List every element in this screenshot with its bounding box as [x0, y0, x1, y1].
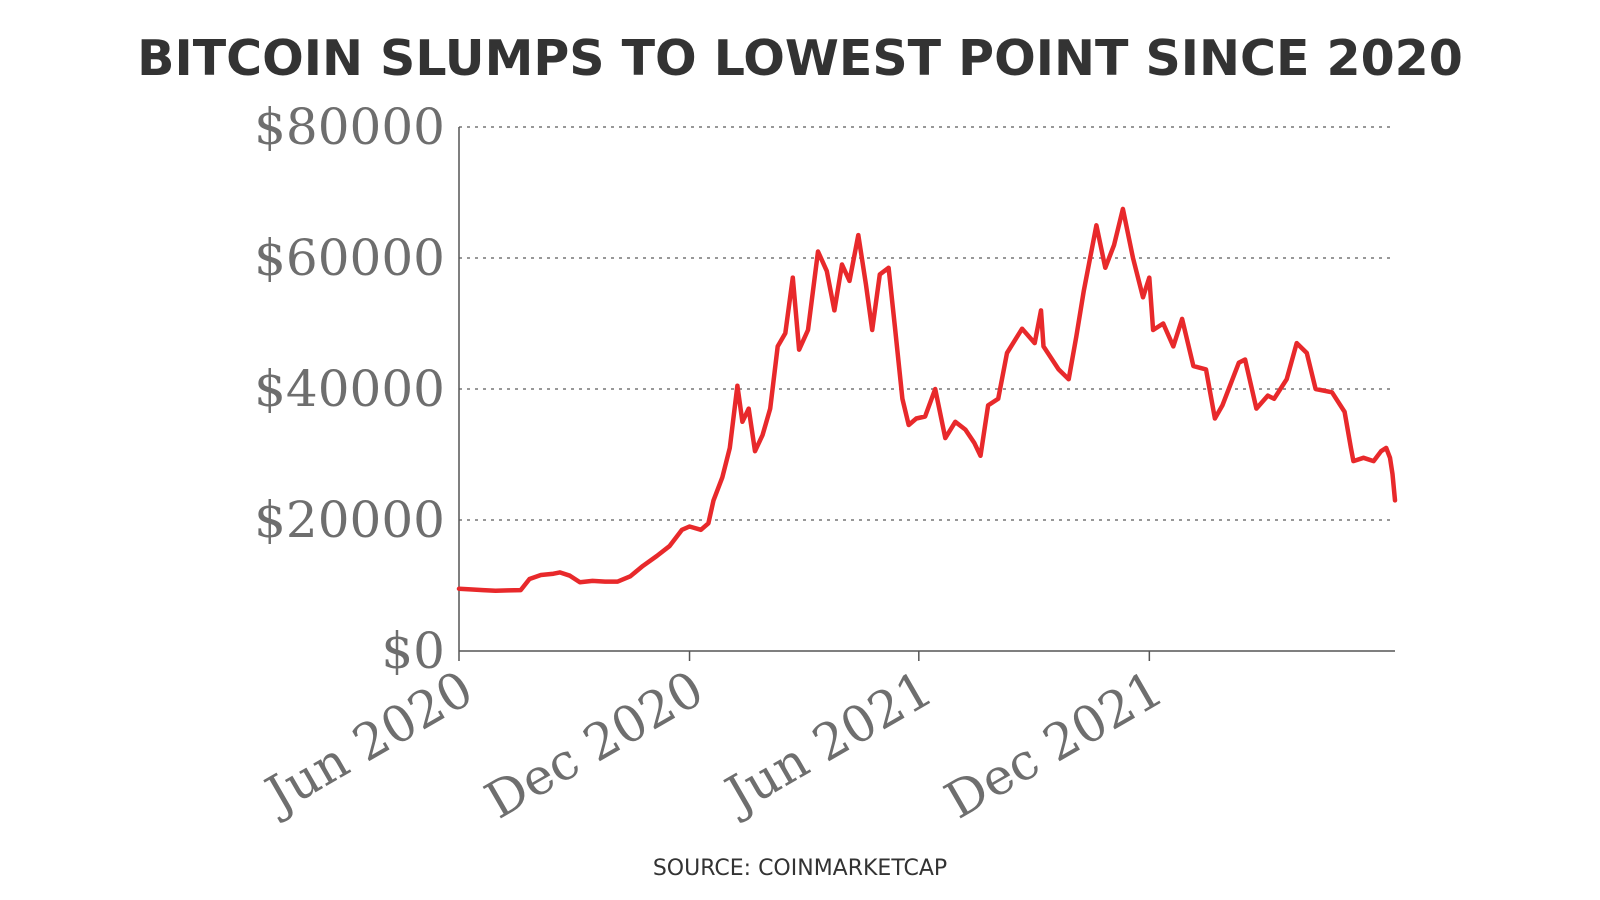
y-tick-label: $60000 [254, 229, 445, 287]
y-tick-label: $0 [381, 622, 445, 680]
x-tick-label: Dec 2020 [475, 659, 713, 830]
y-tick-label: $80000 [254, 98, 445, 156]
x-tick-label: Jun 2021 [712, 659, 942, 826]
chart-title: BITCOIN SLUMPS TO LOWEST POINT SINCE 202… [137, 30, 1463, 87]
chart-source: SOURCE: COINMARKETCAP [652, 856, 948, 881]
y-tick-label: $20000 [254, 491, 445, 549]
price-line [456, 206, 1398, 593]
y-tick-label: $40000 [254, 360, 445, 418]
x-tick-label: Dec 2021 [935, 659, 1173, 830]
x-tick-label: Jun 2020 [252, 659, 482, 826]
